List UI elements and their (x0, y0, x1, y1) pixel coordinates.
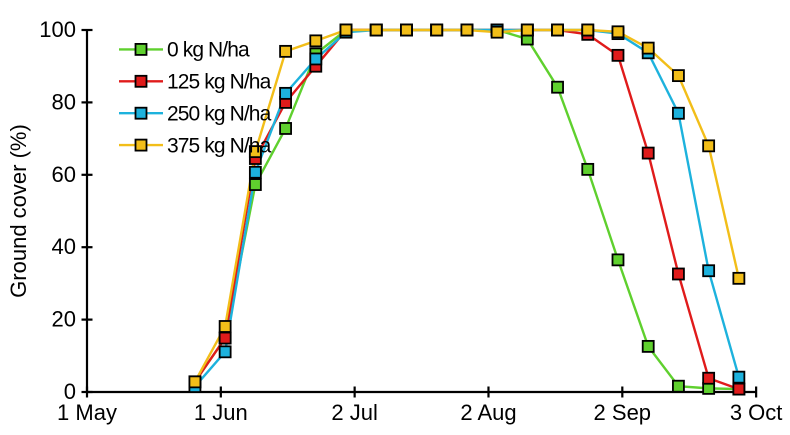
svg-text:0 kg N/ha: 0 kg N/ha (167, 39, 250, 62)
svg-text:80: 80 (52, 89, 76, 114)
svg-text:3 Oct: 3 Oct (730, 400, 783, 425)
svg-text:125 kg N/ha: 125 kg N/ha (167, 71, 272, 94)
svg-text:2 Aug: 2 Aug (460, 400, 516, 425)
svg-text:20: 20 (52, 307, 76, 332)
svg-text:2 Jul: 2 Jul (331, 400, 377, 425)
svg-text:250 kg N/ha: 250 kg N/ha (167, 102, 272, 125)
svg-text:1 May: 1 May (57, 400, 117, 425)
svg-text:2 Sep: 2 Sep (594, 400, 652, 425)
svg-text:100: 100 (39, 17, 76, 42)
svg-text:60: 60 (52, 162, 76, 187)
svg-text:Ground cover (%): Ground cover (%) (6, 124, 31, 298)
svg-text:375 kg N/ha: 375 kg N/ha (167, 134, 272, 157)
svg-text:40: 40 (52, 234, 76, 259)
svg-text:1 Jun: 1 Jun (194, 400, 248, 425)
